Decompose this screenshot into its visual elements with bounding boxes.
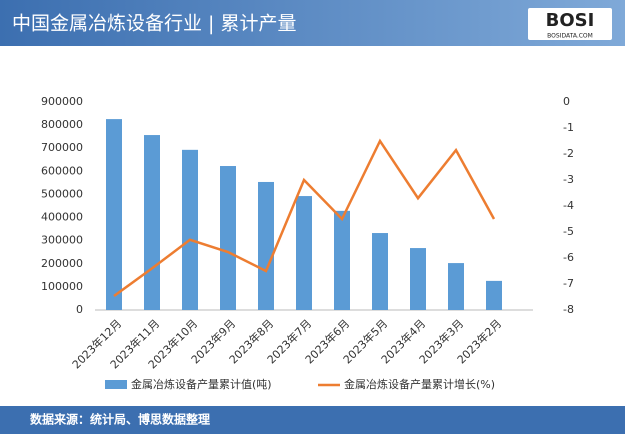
bar bbox=[486, 280, 502, 310]
bar bbox=[258, 181, 274, 310]
legend-label: 金属冶炼设备产量累计值(吨) bbox=[131, 377, 272, 391]
y2-tick-label: -1 bbox=[563, 121, 574, 134]
logo: BOSI bbox=[546, 10, 595, 31]
y-tick-label: 100000 bbox=[41, 280, 83, 293]
y-tick-label: 200000 bbox=[41, 257, 83, 270]
bar bbox=[220, 166, 236, 310]
source: 数据来源：统计局、博思数据整理 bbox=[30, 412, 210, 427]
y2-tick-label: -3 bbox=[563, 173, 574, 186]
bar bbox=[334, 210, 350, 310]
y2-tick-label: -5 bbox=[563, 225, 574, 238]
logo-box bbox=[528, 8, 612, 40]
y-tick-label: 800000 bbox=[41, 118, 83, 131]
bar bbox=[296, 196, 312, 310]
bar bbox=[182, 149, 198, 310]
chart-title: 中国金属冶炼设备行业 | 累计产量 bbox=[12, 13, 296, 35]
y-tick-label: 0 bbox=[76, 303, 83, 316]
bar bbox=[106, 119, 122, 310]
bar bbox=[448, 263, 464, 310]
y-tick-label: 700000 bbox=[41, 141, 83, 154]
y-tick-label: 300000 bbox=[41, 234, 83, 247]
y-tick-label: 500000 bbox=[41, 187, 83, 200]
footer-bar bbox=[0, 406, 625, 434]
line bbox=[113, 138, 496, 297]
y-tick-label: 600000 bbox=[41, 164, 83, 177]
bar bbox=[410, 248, 426, 310]
y2-tick-label: -2 bbox=[563, 147, 574, 160]
bar bbox=[372, 233, 388, 310]
y2-tick-label: -8 bbox=[563, 303, 574, 316]
bar bbox=[144, 135, 160, 310]
y2-tick-label: -6 bbox=[563, 251, 574, 264]
header-bar bbox=[0, 0, 625, 46]
y2-tick-label: 0 bbox=[563, 95, 570, 108]
y2-tick-label: -7 bbox=[563, 277, 574, 290]
logo-sub: BOSIDATA.COM bbox=[547, 33, 593, 40]
y2-tick-label: -4 bbox=[563, 199, 574, 212]
y-tick-label: 400000 bbox=[41, 211, 83, 224]
y-tick-label: 900000 bbox=[41, 95, 83, 108]
legend-swatch bbox=[105, 380, 127, 389]
legend-label: 金属冶炼设备产量累计增长(%) bbox=[344, 377, 495, 391]
